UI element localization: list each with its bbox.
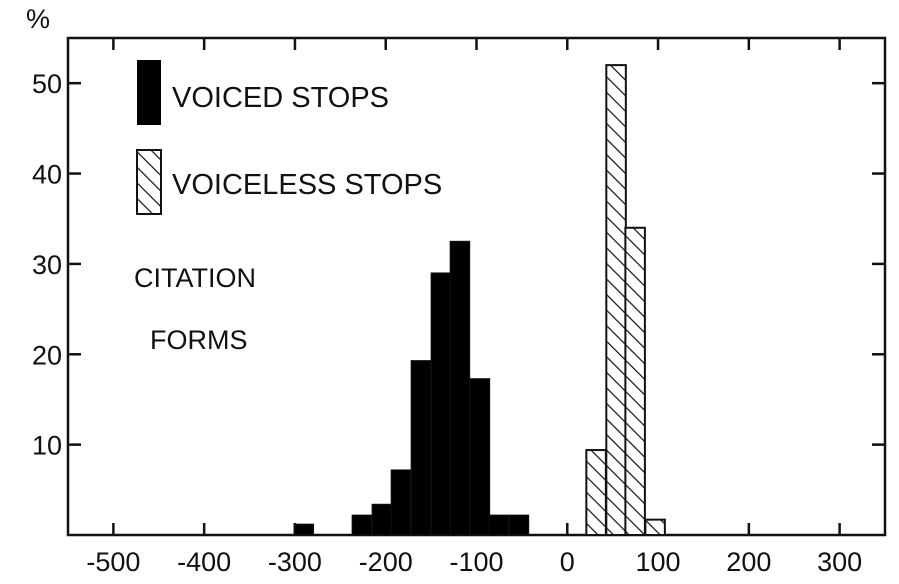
voiced-stops-bars bbox=[293, 240, 530, 536]
voiced-stops-bar-2 bbox=[371, 503, 393, 536]
legend-swatch-voiceless-stops bbox=[136, 149, 162, 215]
legend-label-voiced-stops: VOICED STOPS bbox=[172, 82, 389, 114]
voiced-stops-bar-9 bbox=[508, 514, 530, 536]
x-tick-label-0: 0 bbox=[560, 547, 575, 577]
y-tick-label-20: 20 bbox=[32, 340, 62, 370]
x-tick-label-minus-500: -500 bbox=[86, 547, 140, 577]
x-tick-label-minus-300: -300 bbox=[268, 547, 322, 577]
legend-label-voiceless-stops: VOICELESS STOPS bbox=[172, 169, 442, 201]
legend-swatch-voiced-stops bbox=[137, 60, 161, 125]
legend: VOICED STOPS VOICELESS STOPS bbox=[136, 60, 442, 215]
voiced-stops-bar-4 bbox=[410, 360, 432, 536]
y-tick-label-50: 50 bbox=[32, 69, 62, 99]
y-axis: 10 20 30 40 50 bbox=[32, 69, 885, 461]
y-axis-unit-label: % bbox=[26, 4, 50, 34]
x-tick-label-minus-200: -200 bbox=[359, 547, 413, 577]
voiceless-stops-bars bbox=[585, 64, 666, 537]
annotation-forms: FORMS bbox=[150, 325, 248, 355]
voiced-stops-bar-6 bbox=[449, 240, 471, 536]
voiced-stops-bar-5 bbox=[430, 272, 452, 536]
voiceless-stops-bar-2 bbox=[624, 226, 646, 536]
annotation-citation: CITATION bbox=[134, 263, 256, 293]
x-tick-label-300: 300 bbox=[817, 547, 862, 577]
voiced-stops-bar-7 bbox=[469, 378, 491, 536]
y-tick-label-40: 40 bbox=[32, 160, 62, 190]
x-tick-label-minus-400: -400 bbox=[177, 547, 231, 577]
y-tick-label-30: 30 bbox=[32, 250, 62, 280]
x-tick-label-100: 100 bbox=[636, 547, 681, 577]
voiceless-stops-bar-3 bbox=[644, 518, 666, 537]
x-axis: -500 -400 -300 -200 -100 0 100 200 300 bbox=[86, 38, 862, 577]
voiced-stops-bar-8 bbox=[488, 514, 510, 536]
voiceless-stops-bar-1 bbox=[605, 64, 627, 536]
voiceless-stops-bar-0 bbox=[585, 449, 607, 537]
x-tick-label-200: 200 bbox=[726, 547, 771, 577]
y-tick-label-10: 10 bbox=[32, 431, 62, 461]
voiced-stops-bar-3 bbox=[390, 469, 412, 536]
voiced-stops-bar-0 bbox=[293, 523, 315, 536]
x-tick-label-minus-100: -100 bbox=[449, 547, 503, 577]
voiced-stops-bar-1 bbox=[351, 514, 373, 536]
